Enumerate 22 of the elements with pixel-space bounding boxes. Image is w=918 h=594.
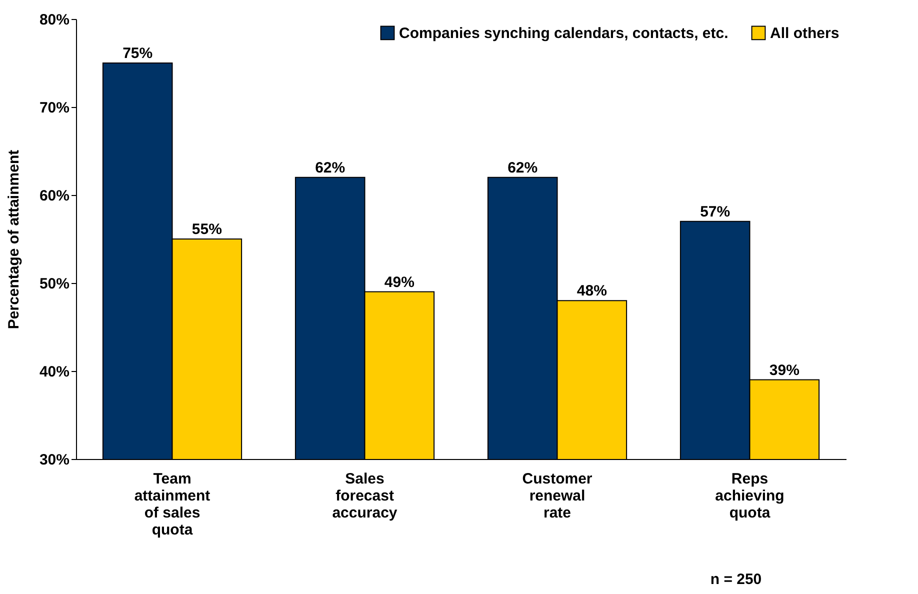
y-tick-label: 70% <box>39 100 70 116</box>
data-label: 48% <box>576 282 607 300</box>
y-tick-label: 60% <box>39 188 70 204</box>
legend-label: All others <box>770 24 840 42</box>
y-axis-title: Percentage of attainment <box>5 150 22 330</box>
y-tick-label: 40% <box>39 364 70 380</box>
data-label: 62% <box>508 159 538 176</box>
text: n = 250 <box>710 571 762 588</box>
data-label: 49% <box>384 274 414 291</box>
legend-label: Companies synching calendars, contacts, etc. <box>399 24 728 42</box>
x-tick-label: Customer renewal rate <box>522 470 592 522</box>
data-label: 62% <box>315 159 346 176</box>
x-tick-label: Reps achieving quota <box>715 470 784 522</box>
y-tick-label: 50% <box>39 276 70 292</box>
data-label: 39% <box>769 362 800 379</box>
data-label: 55% <box>192 221 222 238</box>
x-tick-label: Sales forecast accuracy <box>332 470 398 522</box>
y-tick-label: 80% <box>39 12 70 28</box>
y-tick-label: 30% <box>39 452 70 468</box>
data-label: 57% <box>700 203 730 220</box>
x-tick-label: Team attainment of sales quota <box>134 470 210 538</box>
data-label: 75% <box>122 45 153 62</box>
